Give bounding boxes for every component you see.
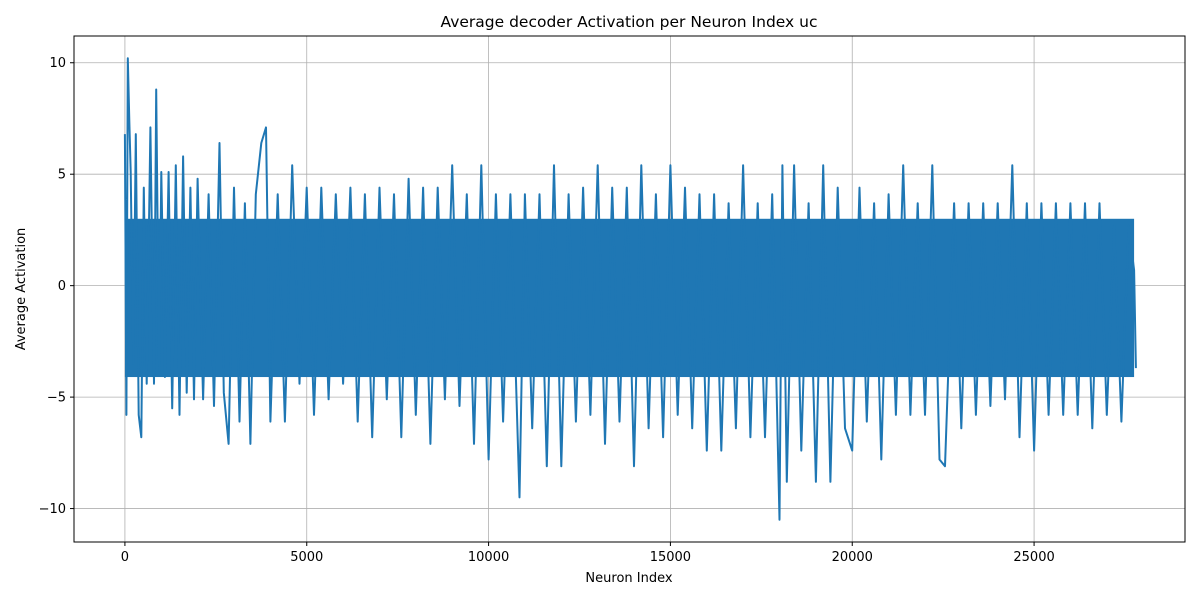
x-axis-ticks: 0 5000 10000 15000 20000 25000	[121, 542, 1055, 565]
y-tick-label: −5	[47, 391, 66, 406]
x-tick-label: 15000	[650, 550, 691, 565]
y-axis-ticks: −10 −5 0 5 10	[39, 56, 74, 517]
y-tick-label: 5	[58, 168, 66, 183]
x-tick-label: 25000	[1013, 550, 1054, 565]
plot-frame	[73, 35, 1186, 543]
x-tick-label: 10000	[468, 550, 509, 565]
y-tick-label: 0	[58, 279, 66, 294]
y-tick-label: 10	[49, 56, 66, 71]
series-envelope	[123, 57, 1137, 521]
y-axis-title: Average Activation	[14, 228, 29, 351]
x-tick-label: 20000	[832, 550, 873, 565]
x-tick-label: 5000	[290, 550, 323, 565]
x-axis-title: Neuron Index	[585, 571, 672, 586]
chart-title: Average decoder Activation per Neuron In…	[441, 13, 818, 31]
x-tick-label: 0	[121, 550, 129, 565]
y-tick-label: −10	[39, 502, 66, 517]
series-line	[123, 57, 1137, 521]
